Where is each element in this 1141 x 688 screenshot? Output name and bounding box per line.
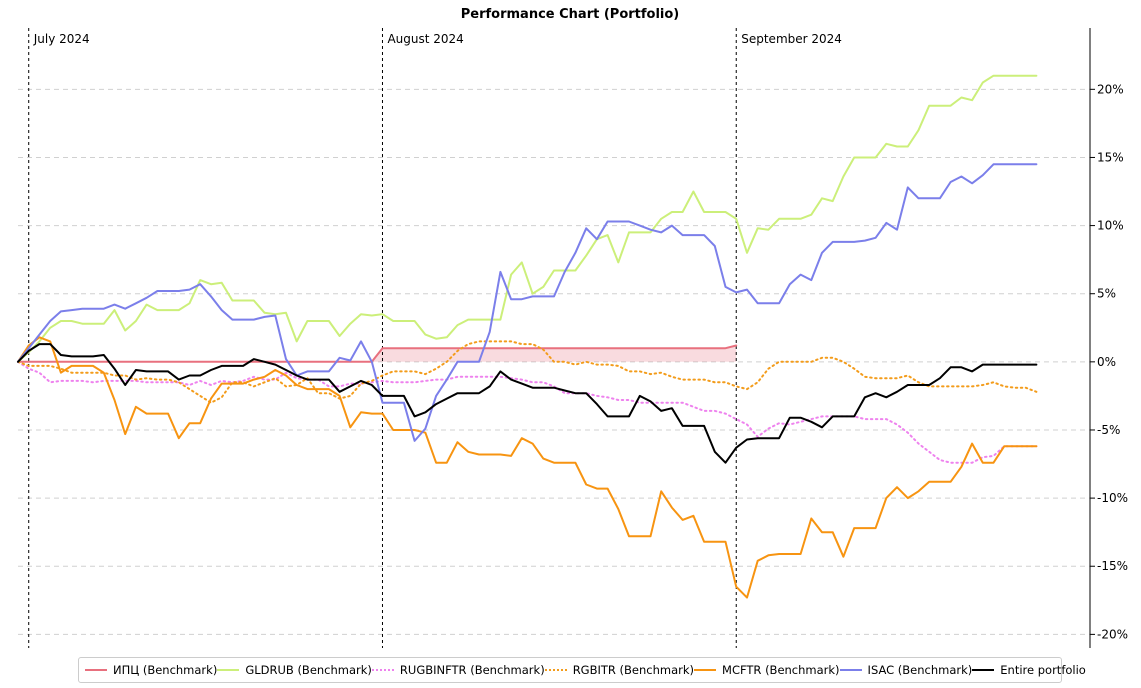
series-fill-layer — [18, 345, 737, 362]
y-tick-label: -15% — [1097, 559, 1128, 573]
month-label: September 2024 — [741, 32, 842, 46]
series-line — [17, 343, 1038, 464]
legend-swatch — [694, 669, 717, 671]
y-tick-label: 20% — [1097, 82, 1124, 96]
legend-swatch — [217, 669, 240, 671]
month-label: August 2024 — [387, 32, 463, 46]
legend-item[interactable]: MCFTR (Benchmark) — [694, 663, 840, 677]
series-line — [17, 360, 1038, 464]
legend-swatch — [839, 669, 862, 671]
month-label: July 2024 — [33, 32, 90, 46]
series-lines — [17, 74, 1038, 599]
chart-title: Performance Chart (Portfolio) — [461, 7, 680, 22]
legend-item[interactable]: GLDRUB (Benchmark) — [217, 663, 372, 677]
series-line — [17, 340, 1038, 404]
series-line — [17, 74, 1038, 363]
series-line — [17, 344, 738, 363]
legend-item[interactable]: RUGBINFTR (Benchmark) — [371, 663, 545, 677]
y-tick-label: 15% — [1097, 150, 1124, 164]
legend-label: Entire portfolio — [1000, 663, 1086, 677]
legend-swatch — [544, 669, 567, 671]
legend-item[interactable]: ИПЦ (Benchmark) — [85, 663, 217, 677]
series-line — [17, 163, 1038, 442]
legend-item[interactable]: Entire portfolio — [972, 663, 1086, 677]
legend-item[interactable]: ISAC (Benchmark) — [839, 663, 973, 677]
y-axis: 20% 15% 10% 5% 0% -5% -10% -15% -20% — [1089, 28, 1128, 648]
chart-legend: ИПЦ (Benchmark) GLDRUB (Benchmark) RUGBINF… — [78, 657, 1086, 683]
legend-item[interactable]: RGBITR (Benchmark) — [544, 663, 695, 677]
legend-swatch — [371, 669, 394, 671]
legend-label: ISAC (Benchmark) — [867, 663, 973, 677]
month-markers: July 2024 August 2024 September 2024 — [28, 28, 842, 648]
y-tick-label: 10% — [1097, 219, 1124, 233]
legend-label: RUGBINFTR (Benchmark) — [399, 663, 545, 677]
grid-lines — [18, 88, 1090, 635]
y-tick-label: -10% — [1097, 491, 1128, 505]
legend-label: RGBITR (Benchmark) — [572, 663, 695, 677]
y-tick-label: 0% — [1097, 355, 1116, 369]
series-area — [18, 345, 737, 362]
y-tick-label: -20% — [1097, 627, 1128, 641]
y-tick-label: -5% — [1097, 423, 1120, 437]
legend-label: MCFTR (Benchmark) — [722, 663, 840, 677]
legend-swatch — [85, 669, 107, 671]
legend-label: GLDRUB (Benchmark) — [245, 663, 372, 677]
series-line — [17, 336, 1038, 599]
chart-plot: Performance Chart (Portfolio) July 2024 A… — [17, 7, 1128, 648]
y-tick-label: 5% — [1097, 287, 1116, 301]
legend-label: ИПЦ (Benchmark) — [113, 663, 218, 677]
legend-swatch — [972, 669, 995, 671]
